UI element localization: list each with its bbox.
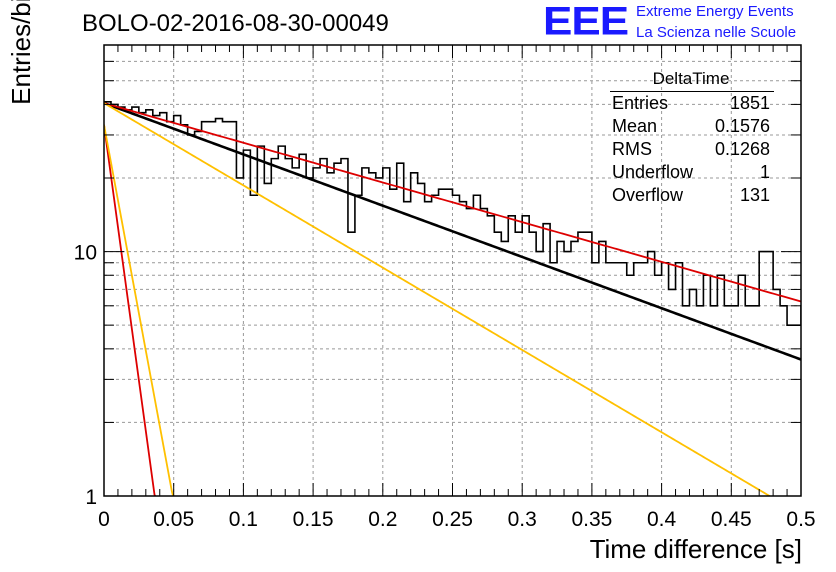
plot-title: BOLO-02-2016-08-30-00049 bbox=[82, 10, 389, 37]
stats-value: 0.1268 bbox=[714, 139, 770, 159]
stats-value: 1851 bbox=[729, 93, 770, 113]
stats-divider bbox=[610, 91, 774, 92]
stats-row: RMS 0.1268 bbox=[612, 138, 770, 161]
stats-row: Overflow 131 bbox=[612, 184, 770, 207]
fit-curve-line bbox=[104, 102, 772, 496]
y-tick-label: 10 bbox=[74, 242, 97, 265]
stats-label: Underflow bbox=[612, 162, 694, 182]
stats-box: DeltaTime Entries 1851 Mean 0.1576 RMS 0… bbox=[610, 68, 774, 207]
x-tick-label: 0.5 bbox=[786, 508, 815, 531]
stats-box-title: DeltaTime bbox=[652, 69, 730, 88]
stats-label: Mean bbox=[612, 116, 658, 136]
stats-row: Underflow 1 bbox=[612, 161, 770, 184]
eee-logo: EEE bbox=[543, 0, 629, 44]
x-tick-label: 0.2 bbox=[368, 508, 397, 531]
x-tick-label: 0.05 bbox=[153, 508, 194, 531]
y-tick-label: 1 bbox=[85, 486, 97, 509]
stats-value: 0.1576 bbox=[714, 116, 770, 136]
x-tick-label: 0.45 bbox=[711, 508, 752, 531]
x-tick-label: 0.1 bbox=[229, 508, 258, 531]
x-tick-label: 0 bbox=[98, 508, 110, 531]
fit-curve-line bbox=[104, 102, 801, 303]
stats-value: 1 bbox=[759, 162, 770, 182]
fit-curve-line bbox=[104, 124, 157, 496]
fit-curve-line bbox=[104, 101, 801, 361]
stats-row: Mean 0.1576 bbox=[612, 115, 770, 138]
histogram-bars bbox=[104, 100, 801, 326]
stats-row: Entries 1851 bbox=[612, 92, 770, 115]
y-axis-label: Entries/bin bbox=[6, 0, 36, 105]
x-axis-label: Time difference [s] bbox=[589, 534, 802, 564]
brand-line-2: La Scienza nelle Scuole bbox=[636, 24, 797, 41]
stats-label: Entries bbox=[612, 93, 669, 113]
stats-value: 131 bbox=[739, 185, 770, 205]
x-tick-label: 0.25 bbox=[432, 508, 473, 531]
fit-curve-line bbox=[104, 124, 175, 496]
stats-label: Overflow bbox=[612, 185, 684, 205]
x-tick-label: 0.35 bbox=[571, 508, 612, 531]
stats-label: RMS bbox=[612, 139, 652, 159]
x-tick-label: 0.4 bbox=[647, 508, 677, 531]
x-tick-label: 0.3 bbox=[508, 508, 537, 531]
brand-line-1: Extreme Energy Events bbox=[636, 3, 794, 20]
x-tick-label: 0.15 bbox=[293, 508, 334, 531]
